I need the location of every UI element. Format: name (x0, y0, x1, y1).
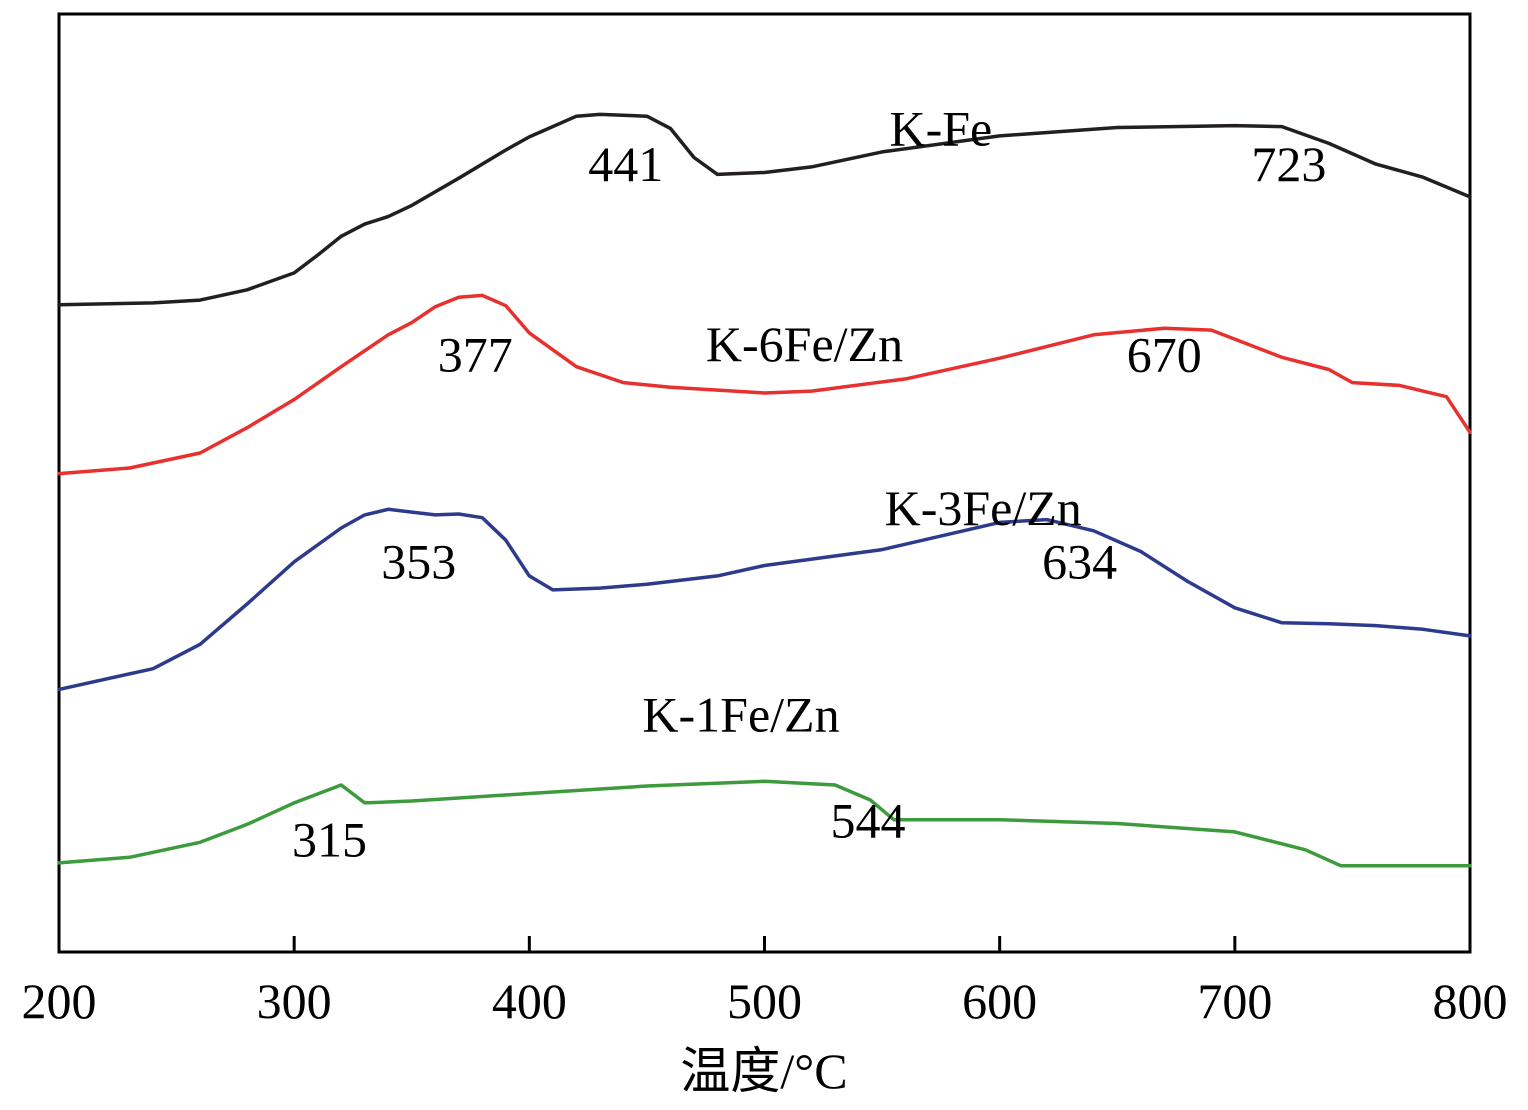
annotation-layer: K-Fe 441 723 K-6Fe/Zn 377 670 K-3Fe/Zn 353 634 K-… (292, 100, 1326, 867)
peak-label-315: 315 (292, 811, 367, 867)
series-layer (57, 112, 1472, 868)
x-tick-label-200: 200 (22, 973, 97, 1029)
peak-label-634: 634 (1042, 534, 1117, 590)
peak-label-723: 723 (1251, 136, 1326, 192)
series-line-k-1fe-zn (57, 779, 1472, 868)
series-label-k-fe: K-Fe (889, 100, 992, 156)
x-tick-label-800: 800 (1433, 973, 1508, 1029)
x-tick-label-300: 300 (257, 973, 332, 1029)
peak-label-353: 353 (381, 534, 456, 590)
x-tick-label-400: 400 (492, 973, 567, 1029)
peak-label-544: 544 (830, 793, 905, 849)
x-tick-labels: 200 300 400 500 600 700 800 (22, 973, 1508, 1029)
series-label-k-3fe-zn: K-3Fe/Zn (885, 480, 1082, 536)
series-line-k-6fe-zn (57, 293, 1472, 476)
x-tick-label-500: 500 (727, 973, 802, 1029)
x-tick-label-700: 700 (1197, 973, 1272, 1029)
series-line-k-fe (57, 112, 1472, 307)
peak-label-441: 441 (588, 136, 663, 192)
series-label-k-1fe-zn: K-1Fe/Zn (642, 687, 839, 743)
peak-label-670: 670 (1127, 326, 1202, 382)
x-ticks (292, 936, 1237, 952)
x-axis-title: 温度/°C (680, 1043, 847, 1099)
series-line-k-3fe-zn (57, 507, 1472, 692)
x-tick-label-600: 600 (962, 973, 1037, 1029)
series-label-k-6fe-zn: K-6Fe/Zn (706, 316, 903, 372)
peak-label-377: 377 (438, 326, 513, 382)
